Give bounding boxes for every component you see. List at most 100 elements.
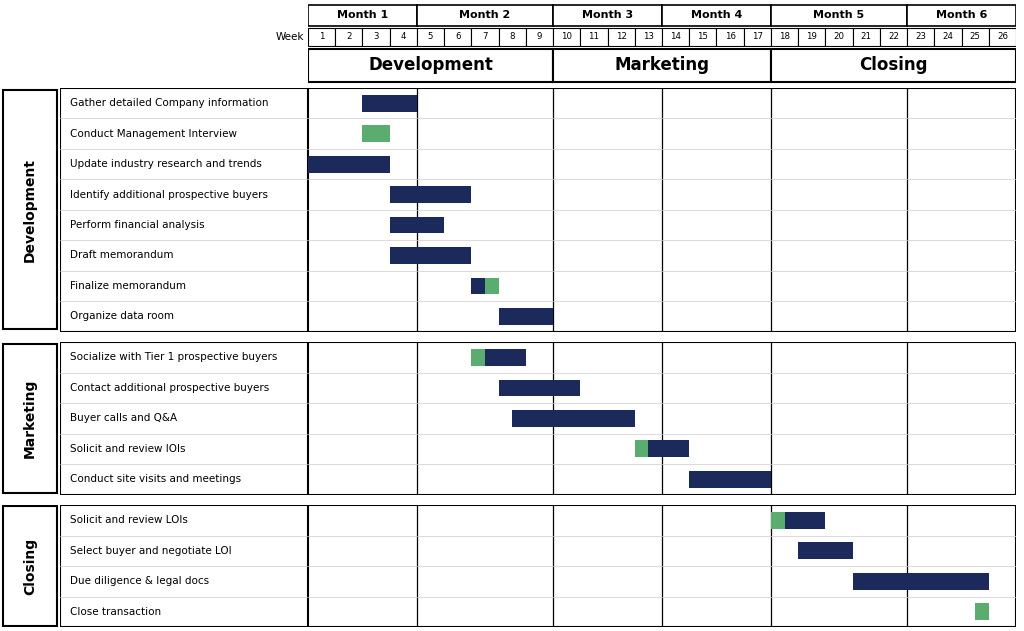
FancyBboxPatch shape xyxy=(485,349,526,366)
FancyBboxPatch shape xyxy=(335,28,362,46)
FancyBboxPatch shape xyxy=(907,28,934,46)
FancyBboxPatch shape xyxy=(362,95,417,112)
Text: Close transaction: Close transaction xyxy=(70,607,161,616)
Text: Development: Development xyxy=(23,158,37,262)
Text: 3: 3 xyxy=(374,32,379,41)
FancyBboxPatch shape xyxy=(989,28,1016,46)
Text: 12: 12 xyxy=(615,32,627,41)
FancyBboxPatch shape xyxy=(648,440,689,457)
FancyBboxPatch shape xyxy=(308,505,1016,627)
FancyBboxPatch shape xyxy=(308,5,417,26)
Text: 24: 24 xyxy=(942,32,953,41)
FancyBboxPatch shape xyxy=(553,28,581,46)
Text: 22: 22 xyxy=(888,32,899,41)
FancyBboxPatch shape xyxy=(553,5,662,26)
FancyBboxPatch shape xyxy=(3,90,57,329)
Text: 2: 2 xyxy=(346,32,351,41)
FancyBboxPatch shape xyxy=(771,5,907,26)
FancyBboxPatch shape xyxy=(471,28,499,46)
Text: 15: 15 xyxy=(697,32,709,41)
FancyBboxPatch shape xyxy=(308,28,335,46)
FancyBboxPatch shape xyxy=(934,28,962,46)
FancyBboxPatch shape xyxy=(771,512,784,529)
FancyBboxPatch shape xyxy=(962,28,989,46)
FancyBboxPatch shape xyxy=(771,28,798,46)
FancyBboxPatch shape xyxy=(499,308,553,325)
FancyBboxPatch shape xyxy=(499,28,526,46)
Text: 14: 14 xyxy=(670,32,681,41)
Text: Organize data room: Organize data room xyxy=(70,311,174,321)
Text: 20: 20 xyxy=(834,32,845,41)
Text: Marketing: Marketing xyxy=(23,379,37,458)
Text: Month 3: Month 3 xyxy=(582,10,633,20)
FancyBboxPatch shape xyxy=(825,28,853,46)
Text: Select buyer and negotiate LOI: Select buyer and negotiate LOI xyxy=(70,546,231,556)
FancyBboxPatch shape xyxy=(784,512,825,529)
Text: Conduct Management Interview: Conduct Management Interview xyxy=(70,129,237,139)
FancyBboxPatch shape xyxy=(308,49,553,82)
FancyBboxPatch shape xyxy=(853,28,880,46)
Text: Conduct site visits and meetings: Conduct site visits and meetings xyxy=(70,475,241,485)
FancyBboxPatch shape xyxy=(512,410,635,427)
Text: Due diligence & legal docs: Due diligence & legal docs xyxy=(70,576,209,586)
Text: 4: 4 xyxy=(400,32,407,41)
FancyBboxPatch shape xyxy=(390,28,417,46)
FancyBboxPatch shape xyxy=(60,505,308,627)
FancyBboxPatch shape xyxy=(3,344,57,493)
Text: 5: 5 xyxy=(428,32,433,41)
FancyBboxPatch shape xyxy=(607,28,635,46)
FancyBboxPatch shape xyxy=(743,28,771,46)
Text: Closing: Closing xyxy=(859,56,928,74)
Text: 1: 1 xyxy=(318,32,325,41)
FancyBboxPatch shape xyxy=(581,28,607,46)
FancyBboxPatch shape xyxy=(975,603,989,620)
FancyBboxPatch shape xyxy=(60,342,308,495)
Text: 13: 13 xyxy=(643,32,654,41)
FancyBboxPatch shape xyxy=(308,156,390,172)
FancyBboxPatch shape xyxy=(471,349,485,366)
FancyBboxPatch shape xyxy=(417,28,444,46)
FancyBboxPatch shape xyxy=(853,573,989,590)
FancyBboxPatch shape xyxy=(390,186,471,203)
FancyBboxPatch shape xyxy=(471,278,485,294)
Text: Month 6: Month 6 xyxy=(936,10,987,20)
Text: 7: 7 xyxy=(482,32,487,41)
Text: Perform financial analysis: Perform financial analysis xyxy=(70,220,205,230)
FancyBboxPatch shape xyxy=(662,28,689,46)
Text: 18: 18 xyxy=(779,32,791,41)
Text: 21: 21 xyxy=(861,32,871,41)
FancyBboxPatch shape xyxy=(771,49,1016,82)
Text: Contact additional prospective buyers: Contact additional prospective buyers xyxy=(70,383,269,393)
FancyBboxPatch shape xyxy=(60,88,308,332)
FancyBboxPatch shape xyxy=(3,507,57,626)
Text: Month 4: Month 4 xyxy=(691,10,742,20)
Text: Solicit and review IOIs: Solicit and review IOIs xyxy=(70,444,185,454)
Text: 25: 25 xyxy=(970,32,981,41)
Text: Week: Week xyxy=(275,32,304,42)
FancyBboxPatch shape xyxy=(417,5,553,26)
Text: Buyer calls and Q&A: Buyer calls and Q&A xyxy=(70,413,177,423)
Text: Month 1: Month 1 xyxy=(337,10,388,20)
Text: Gather detailed Company information: Gather detailed Company information xyxy=(70,98,268,109)
FancyBboxPatch shape xyxy=(444,28,471,46)
Text: 16: 16 xyxy=(725,32,735,41)
FancyBboxPatch shape xyxy=(308,88,1016,332)
Text: 17: 17 xyxy=(752,32,763,41)
FancyBboxPatch shape xyxy=(553,49,771,82)
FancyBboxPatch shape xyxy=(390,216,444,233)
FancyBboxPatch shape xyxy=(717,28,743,46)
Text: Update industry research and trends: Update industry research and trends xyxy=(70,159,262,169)
FancyBboxPatch shape xyxy=(880,28,907,46)
FancyBboxPatch shape xyxy=(526,28,553,46)
Text: 11: 11 xyxy=(589,32,599,41)
FancyBboxPatch shape xyxy=(485,278,499,294)
Text: Identify additional prospective buyers: Identify additional prospective buyers xyxy=(70,189,268,199)
Text: Draft memorandum: Draft memorandum xyxy=(70,251,173,261)
Text: Finalize memorandum: Finalize memorandum xyxy=(70,281,186,291)
Text: Solicit and review LOIs: Solicit and review LOIs xyxy=(70,516,187,526)
Text: Closing: Closing xyxy=(23,538,37,594)
Text: 6: 6 xyxy=(455,32,461,41)
FancyBboxPatch shape xyxy=(798,28,825,46)
FancyBboxPatch shape xyxy=(499,380,581,396)
Text: Development: Development xyxy=(368,56,493,74)
